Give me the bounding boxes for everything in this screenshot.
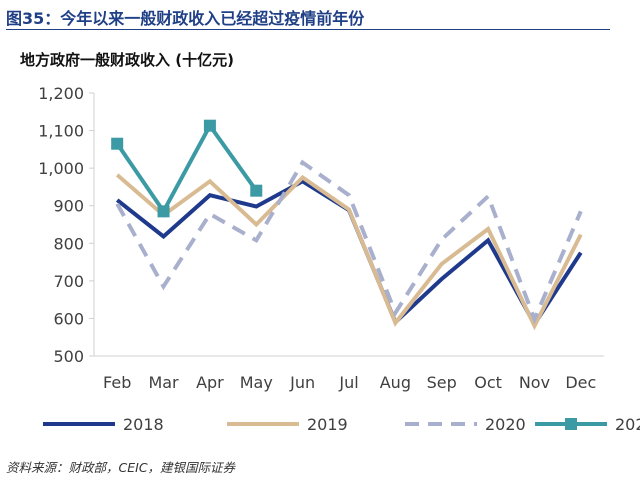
y-tick-label: 600 (53, 309, 84, 328)
legend-item-2019: 2019 (227, 415, 348, 434)
data-point-2021 (203, 119, 216, 132)
legend-item-2020: 2020 (405, 415, 526, 434)
legend-item-2018: 2018 (43, 415, 164, 434)
series-line-2019 (115, 173, 583, 331)
y-tick-label: 1,100 (38, 122, 84, 141)
series-2019 (115, 173, 583, 331)
figure-title: 图35：今年以来一般财政收入已经超过疫情前年份 (6, 9, 365, 28)
x-tick-label: Oct (474, 373, 502, 392)
chart-series (111, 119, 583, 331)
legend-label: 2021 (615, 415, 640, 434)
x-tick-label: Jun (289, 373, 315, 392)
x-tick-label: Nov (519, 373, 550, 392)
y-tick-label: 700 (53, 272, 84, 291)
legend-label: 2020 (485, 415, 526, 434)
y-tick-label: 500 (53, 347, 84, 366)
legend-label: 2019 (307, 415, 348, 434)
x-tick-label: Feb (103, 373, 131, 392)
legend-item-2021: 2021 (535, 415, 640, 434)
series-line-2021 (115, 121, 258, 216)
x-tick-label: Mar (148, 373, 179, 392)
legend-label: 2018 (123, 415, 164, 434)
y-tick-label: 1,000 (38, 159, 84, 178)
chart-title: 地方政府一般财政收入 (十亿元) (20, 51, 234, 69)
title-divider (6, 29, 610, 30)
x-tick-label: Apr (196, 373, 224, 392)
x-tick-label: Aug (380, 373, 411, 392)
series-2020 (115, 159, 583, 325)
chart-axes: 500 600 700 800 900 1,000 1,100 1,200 Feb Mar Apr M… (38, 84, 604, 392)
y-tick-label: 800 (53, 234, 84, 253)
y-tick-label: 900 (53, 197, 84, 216)
x-tick-label: Dec (565, 373, 596, 392)
data-point-2021 (157, 205, 170, 218)
data-point-2021 (111, 137, 124, 150)
x-tick-label: Sep (427, 373, 457, 392)
x-tick-label: May (240, 373, 273, 392)
x-tick-label: Jul (338, 373, 358, 392)
data-point-2021 (250, 184, 263, 197)
series-2021 (111, 119, 263, 218)
legend-marker (565, 418, 577, 430)
chart-legend: 2018 2019 2020 2021 (43, 415, 640, 434)
series-line-2020 (115, 159, 583, 325)
y-tick-label: 1,200 (38, 84, 84, 103)
source-note: 资料来源：财政部，CEIC，建银国际证券 (6, 460, 236, 475)
